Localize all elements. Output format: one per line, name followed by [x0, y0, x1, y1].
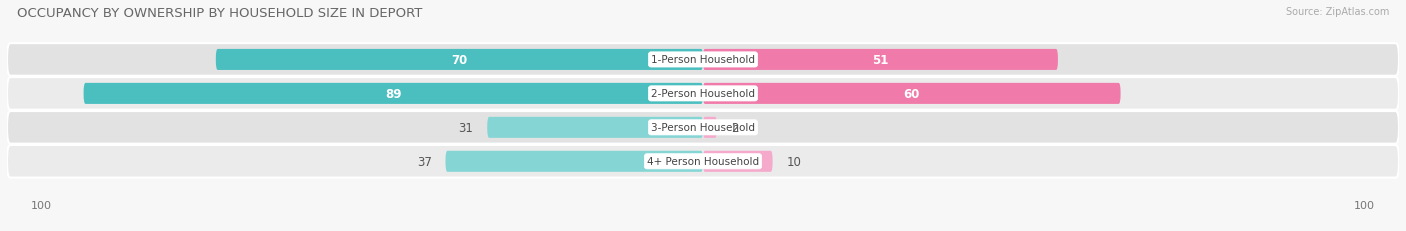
- Text: 4+ Person Household: 4+ Person Household: [647, 157, 759, 167]
- FancyBboxPatch shape: [83, 83, 703, 104]
- Text: 1-Person Household: 1-Person Household: [651, 55, 755, 65]
- Text: 2: 2: [731, 121, 738, 134]
- Text: 3-Person Household: 3-Person Household: [651, 123, 755, 133]
- FancyBboxPatch shape: [7, 145, 1399, 178]
- Text: 89: 89: [385, 88, 402, 100]
- Text: 60: 60: [904, 88, 920, 100]
- Text: 51: 51: [872, 54, 889, 67]
- Legend: Owner-occupied, Renter-occupied: Owner-occupied, Renter-occupied: [589, 228, 817, 231]
- Text: OCCUPANCY BY OWNERSHIP BY HOUSEHOLD SIZE IN DEPORT: OCCUPANCY BY OWNERSHIP BY HOUSEHOLD SIZE…: [17, 7, 422, 20]
- Text: 100: 100: [1354, 200, 1375, 210]
- Text: 31: 31: [458, 121, 474, 134]
- FancyBboxPatch shape: [703, 83, 1121, 104]
- FancyBboxPatch shape: [488, 117, 703, 138]
- Text: 100: 100: [31, 200, 52, 210]
- FancyBboxPatch shape: [703, 50, 1057, 71]
- FancyBboxPatch shape: [7, 44, 1399, 76]
- Text: 2-Person Household: 2-Person Household: [651, 89, 755, 99]
- Text: 10: 10: [786, 155, 801, 168]
- Text: 37: 37: [416, 155, 432, 168]
- FancyBboxPatch shape: [703, 151, 773, 172]
- FancyBboxPatch shape: [217, 50, 703, 71]
- FancyBboxPatch shape: [703, 117, 717, 138]
- Text: Source: ZipAtlas.com: Source: ZipAtlas.com: [1285, 7, 1389, 17]
- FancyBboxPatch shape: [7, 112, 1399, 144]
- Text: 70: 70: [451, 54, 468, 67]
- FancyBboxPatch shape: [7, 78, 1399, 110]
- FancyBboxPatch shape: [446, 151, 703, 172]
